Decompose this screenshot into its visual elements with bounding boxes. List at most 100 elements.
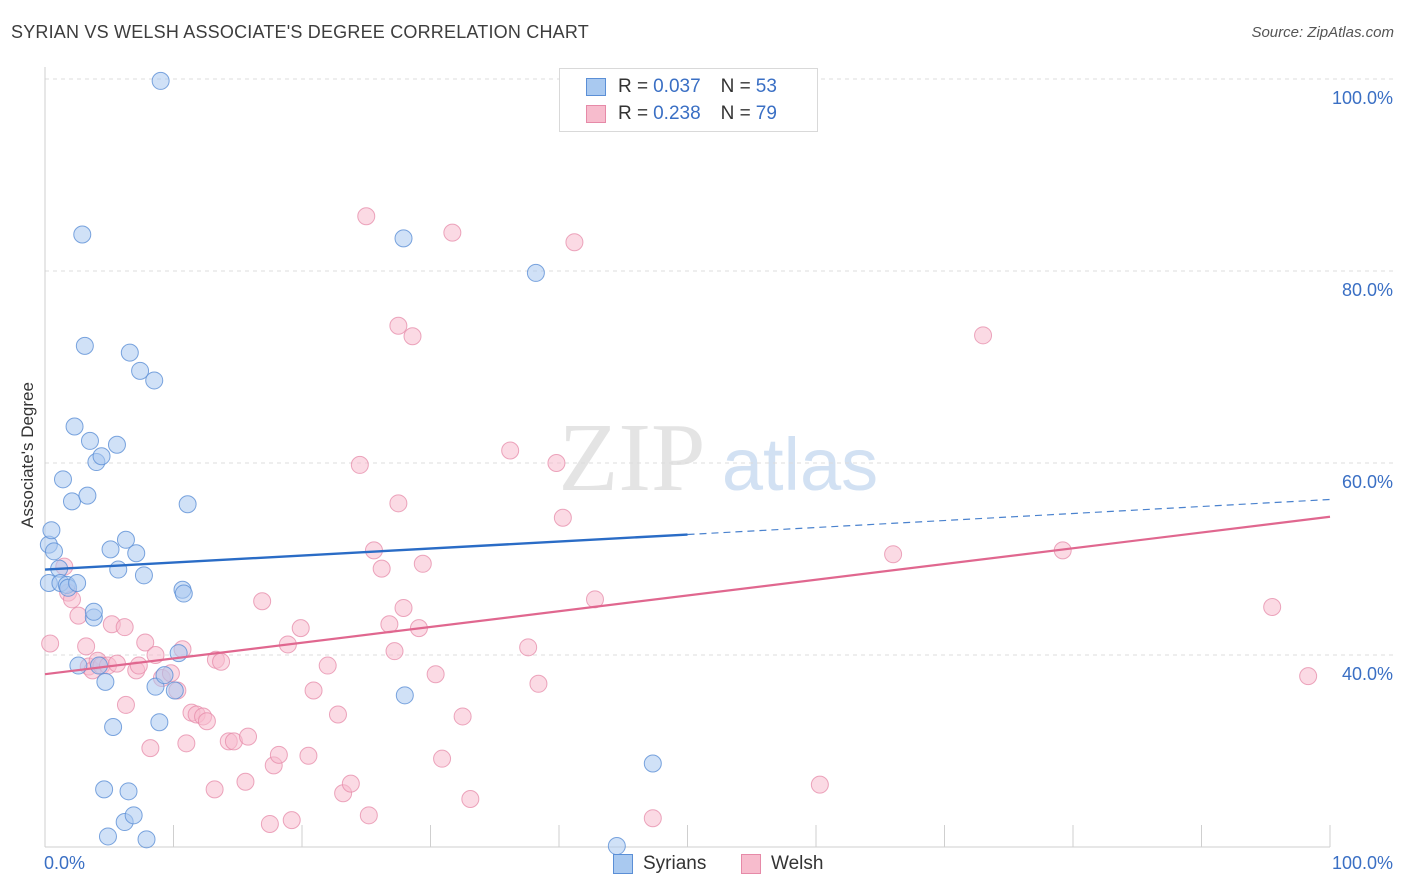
welsh-point	[177, 734, 196, 753]
welsh-swatch	[586, 105, 606, 123]
n-label: N =	[720, 103, 751, 124]
syrians-point	[643, 754, 662, 773]
syrians-point	[84, 602, 103, 621]
syrians-trend-line	[44, 533, 688, 571]
welsh-point	[1263, 598, 1282, 616]
syrians-point	[165, 681, 184, 700]
syrians-point	[68, 574, 87, 592]
bottom-legend-syrians: Syrians	[613, 852, 706, 876]
welsh-legend-swatch	[741, 854, 761, 874]
welsh-point	[116, 695, 135, 714]
welsh-point	[643, 809, 662, 828]
welsh-point	[291, 619, 310, 638]
zipatlas-watermark: ZIP atlas	[559, 404, 879, 512]
source-note: Source: ZipAtlas.com	[1251, 24, 1394, 41]
syrians-legend-swatch	[613, 854, 633, 874]
welsh-point	[884, 545, 903, 564]
syrians-point	[78, 486, 97, 505]
syrians-point	[394, 229, 413, 248]
welsh-point	[341, 774, 360, 793]
syrians-point	[119, 782, 138, 801]
welsh-point	[529, 674, 548, 693]
syrians-point	[62, 492, 81, 511]
welsh-point	[129, 656, 148, 675]
syrians-point	[73, 225, 92, 244]
syrians-point	[109, 560, 128, 579]
syrians-point	[174, 584, 193, 603]
x-tick-label: 100.0%	[1332, 853, 1393, 873]
y-tick-label: 40.0%	[1342, 664, 1393, 684]
legend-row-syrians: R = 0.037 N = 53	[586, 75, 777, 99]
syrians-point	[145, 371, 164, 390]
syrians-point	[44, 542, 63, 561]
syrians-legend-label: Syrians	[643, 853, 707, 874]
syrians-point	[96, 672, 115, 691]
welsh-point	[236, 772, 255, 791]
syrians-point	[107, 435, 126, 454]
welsh-point	[359, 806, 378, 825]
welsh-point	[269, 745, 288, 764]
syrians-point	[89, 656, 108, 675]
welsh-point	[403, 327, 422, 346]
stats-legend: R = 0.037 N = 53 R = 0.238 N = 79	[559, 68, 818, 132]
welsh-points	[41, 207, 1318, 833]
welsh-point	[433, 749, 452, 768]
welsh-point	[385, 642, 404, 661]
axes	[44, 67, 1331, 848]
welsh-point	[41, 634, 60, 653]
syrians-point	[120, 343, 139, 362]
syrians-point	[526, 263, 545, 282]
syrians-points	[39, 71, 662, 856]
welsh-point	[357, 207, 376, 226]
welsh-point	[115, 618, 134, 637]
y-tick-label: 80.0%	[1342, 280, 1393, 300]
welsh-point	[260, 814, 279, 833]
trend-lines	[44, 498, 1331, 676]
welsh-point	[443, 223, 462, 242]
y-tick-label: 60.0%	[1342, 472, 1393, 492]
syrians-point	[92, 447, 111, 466]
welsh-point	[974, 326, 993, 345]
welsh-point	[453, 707, 472, 726]
welsh-point	[426, 665, 445, 684]
grid-lines	[45, 78, 1395, 656]
syrians-r-value: 0.037	[653, 76, 701, 97]
welsh-point	[372, 559, 391, 578]
r-label: R =	[618, 103, 649, 124]
syrians-point	[53, 470, 72, 489]
welsh-point	[328, 705, 347, 724]
bottom-legend-welsh: Welsh	[741, 852, 823, 876]
welsh-point	[304, 681, 323, 700]
welsh-point	[553, 508, 572, 527]
welsh-point	[77, 637, 96, 656]
syrians-point	[104, 718, 123, 736]
r-label: R =	[618, 76, 649, 97]
syrians-point	[98, 827, 117, 846]
welsh-r-value: 0.238	[653, 103, 701, 124]
y-tick-label: 100.0%	[1332, 88, 1393, 108]
welsh-point	[205, 780, 224, 799]
syrians-point	[151, 71, 170, 90]
welsh-point	[394, 598, 413, 617]
syrians-point	[134, 566, 153, 585]
welsh-point	[565, 233, 584, 252]
welsh-point	[212, 652, 231, 671]
n-label: N =	[720, 76, 751, 97]
welsh-point	[389, 316, 408, 335]
welsh-point	[299, 746, 318, 765]
welsh-point	[136, 633, 155, 652]
welsh-point	[69, 606, 88, 625]
x-tick-label: 0.0%	[44, 853, 85, 873]
legend-row-welsh: R = 0.238 N = 79	[586, 102, 777, 126]
welsh-point	[413, 554, 432, 573]
welsh-point	[519, 638, 538, 657]
syrians-point	[131, 361, 150, 380]
y-axis-label: Associate's Degree	[18, 382, 37, 528]
syrians-point	[124, 806, 143, 825]
welsh-point	[318, 656, 337, 675]
watermark-zip: ZIP	[559, 404, 706, 512]
syrians-point	[150, 713, 169, 732]
watermark-atlas: atlas	[722, 423, 878, 506]
syrians-point	[127, 544, 146, 563]
